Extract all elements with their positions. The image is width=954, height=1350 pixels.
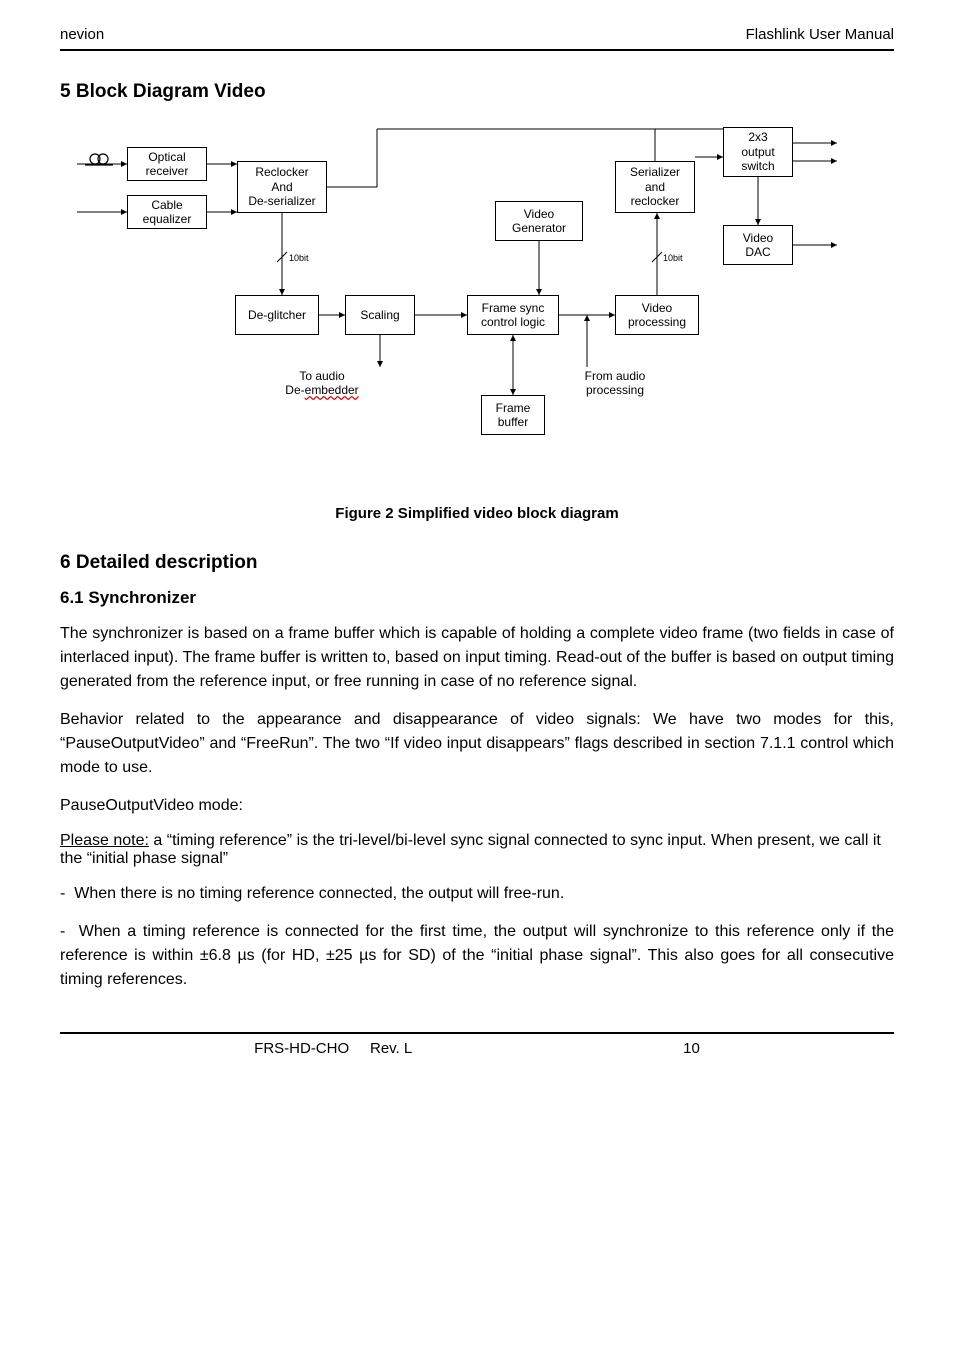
node-frame-sync-logic: Frame sync control logic (467, 295, 559, 335)
para-sync-1: The synchronizer is based on a frame buf… (60, 622, 894, 694)
node-video-processing: Video processing (615, 295, 699, 335)
top-rule (60, 49, 894, 51)
header-left: nevion (60, 26, 104, 43)
node-frame-buffer: Frame buffer (481, 395, 545, 435)
video-block-diagram: Optical receiver Cable equalizer Reclock… (67, 117, 887, 497)
node-serializer-reclocker: Serializer and reclocker (615, 161, 695, 213)
label-from-audio-processing: From audio processing (565, 369, 665, 398)
node-optical-receiver: Optical receiver (127, 147, 207, 181)
section-synchronizer-title: 6.1 Synchronizer (60, 588, 894, 608)
para-sync-3: PauseOutputVideo mode: (60, 794, 894, 818)
bullet-1: - When there is no timing reference conn… (60, 882, 894, 906)
figure-caption: Figure 2 Simplified video block diagram (60, 505, 894, 522)
node-video-dac: Video DAC (723, 225, 793, 265)
header-right: Flashlink User Manual (746, 26, 894, 43)
bottom-rule (60, 1032, 894, 1034)
footer: FRS-HD-CHO Rev. L 10 (60, 1040, 894, 1057)
node-video-generator: Video Generator (495, 201, 583, 241)
node-output-switch: 2x3 output switch (723, 127, 793, 177)
node-reclocker-deserializer: Reclocker And De-serializer (237, 161, 327, 213)
bus-label-2: 10bit (663, 253, 683, 264)
bus-label-1: 10bit (289, 253, 309, 264)
node-scaling: Scaling (345, 295, 415, 335)
para-sync-2: Behavior related to the appearance and d… (60, 708, 894, 780)
section-detailed-title: 6 Detailed description (60, 552, 894, 574)
note-line: Please note: a “timing reference” is the… (60, 832, 894, 868)
section-blockdiagram-title: 5 Block Diagram Video (60, 81, 894, 103)
label-to-audio-deembedder: To audioDe-embedder (257, 369, 387, 398)
node-cable-equalizer: Cable equalizer (127, 195, 207, 229)
node-deglitcher: De-glitcher (235, 295, 319, 335)
bullet-2: - When a timing reference is connected f… (60, 920, 894, 992)
